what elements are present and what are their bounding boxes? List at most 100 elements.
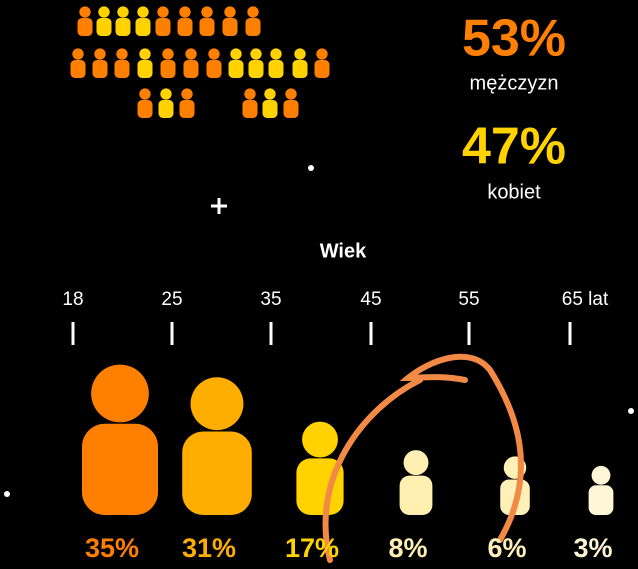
pictogram-person	[248, 48, 264, 78]
body	[588, 485, 614, 515]
head	[137, 6, 149, 18]
pictogram-person	[222, 6, 238, 36]
pictogram-person	[70, 48, 86, 78]
body	[206, 60, 222, 78]
body	[222, 18, 238, 36]
head	[270, 48, 282, 60]
body	[179, 100, 195, 118]
head	[316, 48, 328, 60]
age-percent: 6%	[487, 533, 526, 563]
head	[403, 450, 429, 476]
head	[285, 88, 297, 100]
women-label: kobiet	[487, 181, 541, 203]
pictogram-person	[183, 48, 199, 78]
head	[116, 48, 128, 60]
body	[155, 18, 171, 36]
body	[82, 423, 158, 515]
age-tick-label: 45	[360, 289, 381, 310]
head	[157, 6, 169, 18]
pictogram-person	[114, 48, 130, 78]
body	[160, 60, 176, 78]
body	[77, 18, 93, 36]
body	[262, 100, 278, 118]
women-percent: 47%	[462, 118, 566, 176]
head	[201, 6, 213, 18]
age-person	[182, 377, 252, 515]
pictogram-person	[199, 6, 215, 36]
pictogram-person	[228, 48, 244, 78]
head	[294, 48, 306, 60]
body	[248, 60, 264, 78]
age-tick-label: 18	[62, 289, 83, 310]
body	[283, 100, 299, 118]
head	[190, 377, 244, 431]
age-person	[588, 465, 614, 515]
head	[230, 48, 242, 60]
head	[94, 48, 106, 60]
head	[72, 48, 84, 60]
pictogram-person	[137, 48, 153, 78]
head	[247, 6, 259, 18]
age-tick-label: 25	[161, 289, 182, 310]
head	[302, 421, 338, 458]
pictogram-person	[242, 88, 258, 118]
age-person	[399, 450, 433, 515]
age-percent: 17%	[285, 533, 339, 563]
head	[244, 88, 256, 100]
age-title: Wiek	[320, 240, 367, 262]
head	[139, 88, 151, 100]
age-person	[82, 364, 158, 515]
dot	[4, 491, 10, 497]
pictogram-person	[158, 88, 174, 118]
head	[117, 6, 129, 18]
head	[91, 364, 149, 423]
head	[79, 6, 91, 18]
head	[208, 48, 220, 60]
head	[98, 6, 110, 18]
body	[92, 60, 108, 78]
body	[268, 60, 284, 78]
sparkle	[211, 198, 227, 214]
body	[199, 18, 215, 36]
body	[183, 60, 199, 78]
head	[139, 48, 151, 60]
body	[137, 100, 153, 118]
body	[137, 60, 153, 78]
pictogram-person	[96, 6, 112, 36]
hand-drawn-circle	[322, 353, 524, 563]
pictogram-person	[135, 6, 151, 36]
body	[245, 18, 261, 36]
body	[292, 60, 308, 78]
body	[399, 475, 433, 515]
body	[314, 60, 330, 78]
pictogram-person	[314, 48, 330, 78]
pictogram-person	[262, 88, 278, 118]
age-tick-label: 65 lat	[562, 289, 609, 310]
pictogram-person	[92, 48, 108, 78]
pictogram-person	[292, 48, 308, 78]
pictogram-person	[206, 48, 222, 78]
age-tick-label: 35	[260, 289, 281, 310]
body	[114, 60, 130, 78]
body	[70, 60, 86, 78]
head	[160, 88, 172, 100]
pictogram-person	[179, 88, 195, 118]
body	[158, 100, 174, 118]
age-percent: 35%	[85, 533, 139, 563]
pictogram-person	[245, 6, 261, 36]
body	[182, 431, 252, 515]
body	[242, 100, 258, 118]
men-percent: 53%	[462, 10, 566, 68]
body	[115, 18, 131, 36]
age-tick-label: 55	[458, 289, 479, 310]
pictogram-person	[155, 6, 171, 36]
men-label: mężczyzn	[470, 72, 559, 94]
body	[135, 18, 151, 36]
age-percent: 3%	[573, 533, 612, 563]
dot	[628, 408, 634, 414]
body	[177, 18, 193, 36]
head	[250, 48, 262, 60]
head	[179, 6, 191, 18]
pictogram-person	[137, 88, 153, 118]
